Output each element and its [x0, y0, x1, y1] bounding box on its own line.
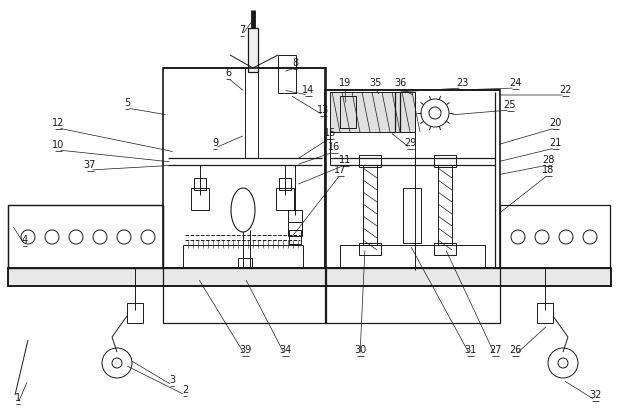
Bar	[500, 205, 610, 268]
Text: 30: 30	[354, 345, 366, 355]
Text: 15: 15	[324, 128, 336, 138]
Bar	[8, 268, 611, 286]
Bar	[403, 188, 421, 243]
Text: 20: 20	[549, 118, 561, 128]
Text: 2: 2	[182, 385, 188, 395]
Circle shape	[558, 358, 568, 368]
Text: 23: 23	[456, 78, 468, 88]
Bar	[537, 303, 553, 323]
Text: 28: 28	[542, 155, 554, 165]
Bar	[279, 178, 291, 190]
Text: 14: 14	[302, 85, 314, 95]
Circle shape	[112, 358, 122, 368]
Bar	[438, 165, 452, 245]
Bar	[8, 205, 163, 268]
Text: 37: 37	[84, 160, 96, 170]
Bar	[8, 205, 163, 268]
Bar	[359, 155, 381, 167]
Text: 26: 26	[509, 345, 521, 355]
Text: 21: 21	[549, 138, 561, 148]
Text: 31: 31	[464, 345, 476, 355]
Bar	[8, 268, 611, 286]
Text: 32: 32	[589, 390, 601, 400]
Text: 35: 35	[369, 78, 381, 88]
Bar	[325, 90, 500, 268]
Bar	[340, 245, 485, 268]
Text: 13: 13	[317, 105, 329, 115]
Text: 19: 19	[339, 78, 351, 88]
Bar	[363, 165, 377, 245]
Text: 8: 8	[292, 58, 298, 68]
Bar	[127, 303, 143, 323]
Text: 10: 10	[52, 140, 64, 150]
Text: 7: 7	[239, 25, 245, 35]
Text: 5: 5	[124, 98, 130, 108]
Bar	[248, 28, 258, 72]
Text: 29: 29	[404, 138, 416, 148]
Bar	[238, 258, 252, 268]
Text: 25: 25	[504, 100, 516, 110]
Text: 39: 39	[239, 345, 251, 355]
Bar	[359, 243, 381, 255]
Text: 22: 22	[559, 85, 571, 95]
Text: 36: 36	[394, 78, 406, 88]
Bar	[194, 178, 206, 190]
Bar	[163, 68, 326, 268]
Text: 1: 1	[15, 393, 21, 403]
Text: 12: 12	[52, 118, 64, 128]
Text: 18: 18	[542, 165, 554, 175]
Bar	[288, 222, 302, 236]
Text: 11: 11	[339, 155, 351, 165]
Polygon shape	[231, 188, 255, 232]
Text: 6: 6	[225, 68, 231, 78]
Text: 27: 27	[489, 345, 501, 355]
Bar	[183, 245, 303, 268]
Bar	[276, 188, 294, 210]
Text: 16: 16	[328, 142, 340, 152]
Text: 4: 4	[22, 235, 28, 245]
Bar	[288, 210, 302, 222]
Bar	[163, 268, 326, 323]
Bar	[325, 268, 500, 323]
Bar	[434, 243, 456, 255]
Text: 3: 3	[169, 375, 175, 385]
Text: 34: 34	[279, 345, 291, 355]
Bar	[289, 230, 301, 244]
Text: 24: 24	[509, 78, 521, 88]
Bar	[330, 92, 415, 132]
Bar	[434, 155, 456, 167]
Bar	[340, 96, 356, 128]
Bar	[191, 188, 209, 210]
Text: 17: 17	[334, 165, 346, 175]
Text: 9: 9	[212, 138, 218, 148]
Bar	[278, 55, 296, 93]
